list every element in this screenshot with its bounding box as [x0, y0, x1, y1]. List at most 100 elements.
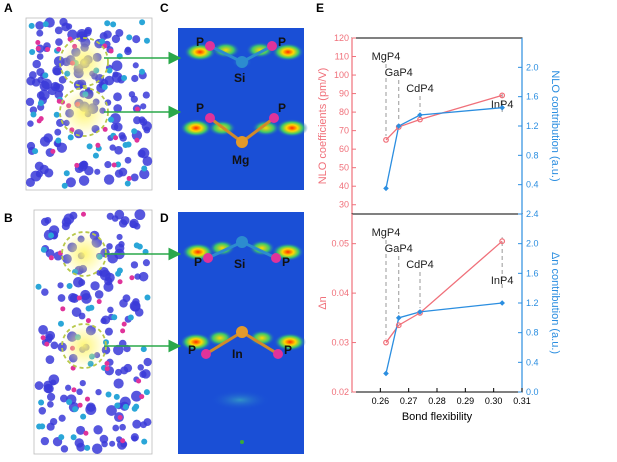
left-tick-label: 110	[335, 52, 349, 62]
crystal-atom	[106, 405, 117, 416]
crystal-atom	[129, 218, 139, 229]
crystal-atom	[36, 29, 44, 37]
data-point-blue	[383, 370, 389, 377]
crystal-atom	[134, 209, 146, 221]
crystal-atom	[50, 341, 59, 350]
crystal-atom	[119, 423, 126, 431]
crystal-atom	[129, 275, 135, 281]
compound-annotation: MgP4	[372, 51, 401, 63]
right-tick-label: 2.4	[526, 209, 539, 219]
crystal-atom	[34, 381, 44, 390]
x-tick-label: 0.27	[400, 396, 418, 406]
left-tick-label: 30	[339, 200, 349, 210]
crystal-atom	[60, 306, 66, 312]
crystal-atom	[112, 71, 119, 78]
crystal-atom	[110, 123, 119, 131]
crystal-atom	[117, 415, 123, 421]
crystal-atom	[54, 90, 64, 99]
crystal-atom	[40, 335, 46, 341]
crystal-atom	[38, 407, 47, 415]
crystal-atom	[130, 173, 139, 182]
crystal-atom	[29, 106, 38, 114]
crystal-atom	[106, 67, 113, 74]
left-tick-label: 50	[339, 163, 349, 173]
crystal-atom	[103, 174, 115, 185]
crystal-atom	[131, 74, 139, 83]
crystal-atom	[25, 177, 35, 188]
crystal-atom	[30, 111, 37, 118]
crystal-atom	[93, 425, 103, 435]
panel-label-a: A	[4, 1, 13, 15]
crystal-atom	[113, 393, 120, 400]
crystal-atom	[122, 403, 129, 410]
left-tick-label: 60	[339, 144, 349, 154]
crystal-atom	[61, 182, 68, 189]
crystal-atom	[134, 137, 140, 143]
crystal-atom	[111, 314, 118, 321]
crystal-atom	[94, 168, 101, 175]
crystal-atom	[35, 39, 41, 45]
crystal-atom	[111, 60, 123, 72]
crystal-atom	[48, 255, 54, 261]
crystal-atom	[57, 294, 66, 302]
crystal-atom	[115, 28, 124, 37]
crystal-atom	[120, 216, 130, 225]
right-tick-label: 1.6	[526, 268, 539, 278]
crystal-atom	[60, 445, 69, 453]
crystal-atom	[32, 148, 39, 155]
crystal-atom	[84, 444, 91, 451]
crystal-atom	[91, 443, 103, 454]
crystal-atom	[27, 120, 34, 127]
series-line-blue	[385, 302, 503, 374]
data-point-red	[499, 92, 506, 99]
crystal-atom	[42, 72, 49, 79]
crystal-atom	[81, 160, 88, 168]
crystal-atom	[95, 142, 101, 148]
crystal-atom	[107, 306, 114, 314]
crystal-atom	[101, 84, 108, 91]
crystal-atom	[48, 232, 55, 239]
crystal-atom	[76, 28, 88, 40]
crystal-atom	[80, 211, 86, 217]
crystal-atom	[76, 295, 82, 301]
right-tick-label: 2.0	[526, 239, 539, 249]
crystal-atom	[77, 402, 83, 408]
crystal-atom	[109, 144, 116, 151]
crystal-atom	[102, 126, 108, 132]
crystal-atom	[36, 91, 45, 100]
crystal-atom	[25, 97, 35, 107]
crystal-atom	[40, 246, 47, 253]
crystal-atom	[140, 421, 147, 429]
left-tick-label: 40	[339, 181, 349, 191]
crystal-atom	[36, 53, 44, 60]
crystal-atom	[113, 92, 122, 102]
crystal-atom	[143, 126, 151, 134]
crystal-atom	[54, 128, 62, 136]
crystal-atom	[45, 46, 51, 52]
crystal-atom	[84, 396, 90, 402]
series-line-red	[385, 240, 503, 343]
right-tick-label: 0.0	[526, 387, 539, 397]
crystal-atom	[134, 273, 141, 280]
highlight-glow	[60, 38, 108, 86]
crystal-atom	[85, 404, 97, 415]
crystal-atom	[57, 282, 64, 289]
crystal-atom	[128, 91, 136, 98]
crystal-atom	[124, 156, 132, 164]
crystal-atom	[41, 78, 53, 90]
crystal-structure-a	[25, 17, 153, 191]
crystal-atom	[137, 364, 144, 371]
crystal-atom	[53, 111, 60, 118]
crystal-atom	[127, 314, 134, 321]
crystal-atom	[70, 365, 76, 371]
crystal-atom	[116, 233, 123, 241]
crystal-atom	[47, 401, 54, 408]
crystal-atom	[143, 389, 150, 396]
crystal-atom	[44, 168, 54, 178]
crystal-atom	[43, 380, 53, 390]
crystal-atom	[105, 391, 112, 398]
crystal-atom	[114, 209, 125, 220]
right-tick-label: 1.6	[526, 92, 539, 102]
crystal-atom	[95, 389, 102, 396]
